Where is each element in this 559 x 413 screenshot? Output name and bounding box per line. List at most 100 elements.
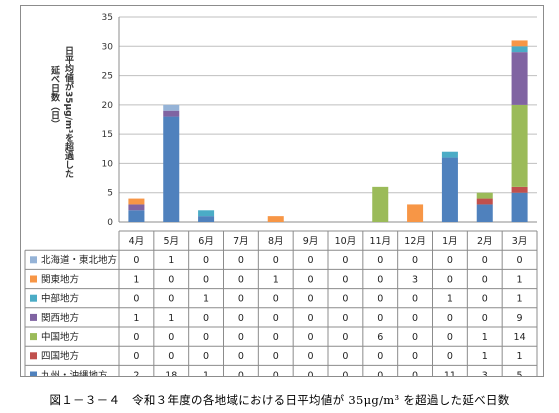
table-cell: 0 [447,274,453,285]
table-cell: 1 [203,370,209,376]
bar-segment [441,157,458,222]
table-cell: 0 [377,274,383,285]
bar-segment [128,204,145,211]
grid-lines [118,16,537,223]
bar-segment [267,216,284,222]
table-row-label: 四国地方 [41,350,79,362]
table-cell: 0 [342,294,348,305]
table-cell: 1 [517,351,523,362]
table-cell: 0 [412,332,418,343]
table-cell: 0 [447,313,453,324]
bar-segment [511,192,528,222]
table-cell: 0 [273,294,279,305]
table-cell: 3 [412,274,418,285]
table-header-month: 7月 [233,236,249,247]
table-cell: 0 [238,332,244,343]
table-header-month: 1月 [442,236,458,247]
bar-segment [511,186,528,193]
bar-segment [476,192,493,199]
table-cell: 1 [482,332,488,343]
table-cell: 0 [342,332,348,343]
bar-segment [372,186,389,222]
table-cell: 0 [308,313,314,324]
table-cell: 0 [342,351,348,362]
y-tick-label: 0 [107,218,113,228]
table-header-month: 3月 [512,236,528,247]
bar-segment [441,151,458,158]
table-cell: 0 [273,351,279,362]
table-cell: 0 [447,255,453,266]
legend-swatch [30,275,37,283]
table-cell: 0 [412,255,418,266]
bar-segment [128,198,145,205]
bar-segment [128,210,145,222]
table-cell: 1 [133,274,139,285]
table-cell: 0 [273,313,279,324]
table-row-label: 中国地方 [41,331,79,343]
bars [128,40,528,222]
bar-segment [407,204,424,222]
legend-swatch [30,352,37,360]
table-cell: 0 [238,313,244,324]
table-header-month: 5月 [163,236,179,247]
table-cell: 0 [308,274,314,285]
bar-segment [511,52,528,105]
y-tick-label: 15 [102,130,113,140]
table-cell: 6 [377,332,383,343]
table-cell: 0 [342,274,348,285]
y-axis-label: 日平均値が35μg/m³を超過した延べ日数（日） [49,46,75,179]
table-cell: 0 [238,370,244,376]
table-cell: 0 [342,313,348,324]
table-cell: 1 [133,313,139,324]
table-cell: 0 [412,294,418,305]
table-row-label: 関東地方 [41,273,79,285]
table-cell: 1 [168,313,174,324]
table-cell: 0 [517,255,523,266]
table-cell: 0 [308,351,314,362]
table-cell: 0 [342,370,348,376]
table-cell: 0 [377,294,383,305]
table-cell: 0 [377,255,383,266]
y-tick-label: 25 [102,72,113,82]
table-cell: 2 [133,370,139,376]
table-cell: 0 [308,332,314,343]
table-cell: 0 [238,255,244,266]
table-cell: 0 [482,294,488,305]
table-cell: 0 [412,351,418,362]
table-cell: 0 [377,313,383,324]
table-cell: 0 [133,294,139,305]
table-row-label: 関西地方 [41,312,79,324]
table-header-month: 9月 [303,236,319,247]
table-cell: 0 [238,351,244,362]
table-cell: 1 [517,294,523,305]
figure-caption: 図１－３－４ 令和３年度の各地域における日平均値が 35μg/m³ を超過した延… [49,393,510,407]
table-cell: 0 [203,274,209,285]
table-cell: 1 [203,294,209,305]
table-cell: 0 [238,274,244,285]
bar-segment [476,198,493,205]
bar-segment [198,216,215,222]
table-cell: 0 [482,313,488,324]
bar-segment [511,104,528,187]
table-cell: 0 [308,255,314,266]
table-row-label: 九州・沖縄地方 [41,369,108,376]
table-cell: 0 [308,370,314,376]
table-cell: 0 [133,332,139,343]
table-header-month: 11月 [369,236,391,247]
y-tick-label: 10 [102,159,114,169]
table-cell: 0 [203,332,209,343]
table-row-label: 北海道・東北地方 [41,254,117,266]
table-cell: 0 [412,370,418,376]
legend-swatch [30,313,37,321]
y-axis-ticks: 0 5 10 15 20 25 30 35 [102,13,114,228]
bar-segment [163,110,180,117]
table-cell: 0 [447,351,453,362]
table-cell: 0 [238,294,244,305]
y-axis-label-group: 日平均値が35μg/m³を超過した延べ日数（日） [49,46,75,179]
y-tick-label: 5 [107,189,113,199]
table-cell: 0 [133,255,139,266]
table-header-month: 2月 [477,236,493,247]
table-header-month: 8月 [268,236,284,247]
